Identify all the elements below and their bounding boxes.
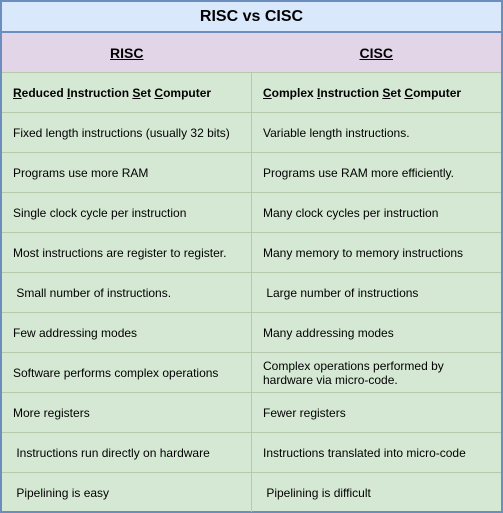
definition-word: omputer	[413, 85, 462, 100]
table-row: More registers Fewer registers	[2, 393, 501, 433]
definition-word: omputer	[163, 85, 212, 100]
risc-cell: Few addressing modes	[2, 313, 252, 352]
cisc-cell: Variable length instructions.	[263, 125, 410, 140]
acronym-letter: C	[154, 85, 164, 100]
table-row: Pipelining is easy Pipelining is difficu…	[2, 473, 501, 512]
table-row: Software performs complex operations Com…	[2, 353, 501, 393]
table-row: Small number of instructions. Large numb…	[2, 273, 501, 313]
table-row: Fixed length instructions (usually 32 bi…	[2, 113, 501, 153]
table-row: Few addressing modes Many addressing mod…	[2, 313, 501, 353]
risc-cell: Programs use more RAM	[2, 153, 252, 192]
table-row: Single clock cycle per instruction Many …	[2, 193, 501, 233]
acronym-letter: C	[404, 85, 414, 100]
acronym-letter: S	[382, 85, 391, 100]
acronym-letter: R	[13, 85, 22, 100]
cisc-cell: Many clock cycles per instruction	[263, 205, 439, 220]
cisc-definition: Complex Instruction Set Computer	[252, 73, 501, 112]
header-cisc: CISC	[359, 44, 393, 61]
cisc-cell: Large number of instructions	[263, 285, 419, 300]
table-body: Reduced Instruction Set Computer Complex…	[2, 73, 501, 512]
table-row: Most instructions are register to regist…	[2, 233, 501, 273]
risc-cell: Software performs complex operations	[2, 353, 252, 392]
definition-word: nstruction	[320, 85, 383, 100]
acronym-letter: C	[263, 85, 272, 100]
acronym-letter: I	[67, 85, 71, 100]
risc-cell: Instructions run directly on hardware	[2, 433, 252, 472]
acronym-letter: S	[132, 85, 141, 100]
cisc-cell: Fewer registers	[263, 405, 346, 420]
header-risc: RISC	[110, 44, 144, 61]
definition-word: nstruction	[70, 85, 133, 100]
cisc-cell: Many addressing modes	[263, 325, 394, 340]
definition-word: educed	[21, 85, 68, 100]
definition-word: et	[390, 85, 405, 100]
risc-cell: Most instructions are register to regist…	[2, 233, 252, 272]
cisc-cell: Pipelining is difficult	[263, 485, 371, 500]
table-row: Instructions run directly on hardware In…	[2, 433, 501, 473]
cisc-cell: Many memory to memory instructions	[263, 245, 464, 260]
acronym-letter: I	[317, 85, 321, 100]
header-row: RISC CISC	[2, 33, 501, 73]
definition-word: et	[140, 85, 155, 100]
risc-cell: Pipelining is easy	[2, 473, 252, 512]
risc-definition: Reduced Instruction Set Computer	[2, 73, 252, 112]
cisc-cell: Programs use RAM more efficiently.	[263, 165, 454, 180]
cisc-cell: Complex operations performed by hardware…	[263, 358, 444, 387]
table-row: Programs use more RAM Programs use RAM m…	[2, 153, 501, 193]
risc-cell: More registers	[2, 393, 252, 432]
definition-word: omplex	[271, 85, 318, 100]
risc-cell: Fixed length instructions (usually 32 bi…	[2, 113, 252, 152]
risc-cell: Single clock cycle per instruction	[2, 193, 252, 232]
table-title: RISC vs CISC	[2, 2, 501, 33]
table-row-definition: Reduced Instruction Set Computer Complex…	[2, 73, 501, 113]
risc-cell: Small number of instructions.	[2, 273, 252, 312]
cisc-cell: Instructions translated into micro-code	[263, 445, 466, 460]
